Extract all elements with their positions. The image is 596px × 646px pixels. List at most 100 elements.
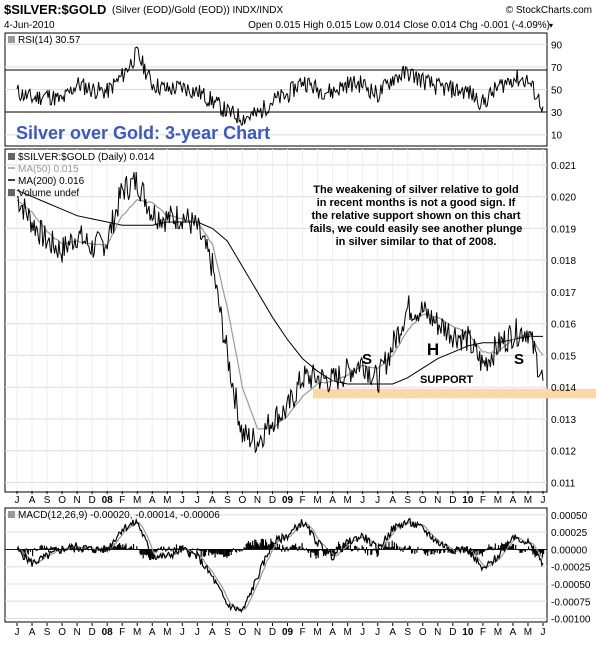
macd-hist-bar [139,549,141,554]
month-label: S [44,495,51,506]
macd-hist-bar [47,548,49,550]
month-label: N [254,495,261,506]
macd-hist-bar [41,545,43,550]
macd-tick-label: -0.00075 [551,597,591,608]
macd-hist-bar [370,549,372,555]
macd-hist-bar [136,546,138,550]
price-legend-main: $SILVER:$GOLD (Daily) 0.014 [18,152,155,163]
macd-hist-bar [167,548,169,550]
macd-hist-bar [322,549,325,557]
macd-hist-bar [520,549,522,553]
macd-hist-bar [239,549,241,552]
macd-hist-bar [127,548,129,550]
macd-hist-bar [374,549,376,551]
rsi-tick-label: 50 [551,86,563,97]
macd-hist-bar [228,549,230,557]
month-label: 10 [462,627,474,638]
macd-hist-bar [241,549,243,552]
macd-hist-bar [360,548,362,550]
macd-hist-bar [480,549,482,554]
macd-hist-bar [478,549,480,555]
price-tick-label: 0.013 [551,415,576,426]
macd-hist-bar [195,549,197,550]
macd-hist-bar [439,549,442,554]
macd-hist-bar [209,549,211,553]
macd-hist-bar [437,549,439,551]
macd-hist-bar [25,548,27,550]
quote-scroll-icon[interactable]: ▾ [549,21,553,30]
macd-hist-bar [96,547,98,550]
price-tick-label: 0.014 [551,383,576,394]
macd-hist-bar [543,549,545,555]
price-legend: $SILVER:$GOLD (Daily) 0.014 MA(50) 0.015… [8,152,155,199]
macd-hist-bar [58,549,61,551]
macd-hist-bar [236,549,238,553]
macd-hist-bar [477,549,479,551]
macd-hist-bar [216,549,218,555]
macd-histogram [17,538,545,561]
macd-hist-bar [382,549,384,550]
macd-hist-bar [161,549,164,551]
macd-hist-bar [362,547,364,550]
macd-hist-bar [433,549,435,555]
macd-hist-bar [88,549,91,550]
macd-hist-bar [411,549,413,554]
macd-hist-bar [51,547,53,550]
macd-hist-bar [27,549,29,555]
macd-hist-bar [114,546,116,550]
macd-hist-bar [190,549,193,551]
macd-hist-bar [484,549,486,552]
macd-hist-bar [424,549,427,555]
macd-hist-bar [536,549,538,556]
macd-hist-bar [221,549,223,555]
macd-hist-bar [516,549,518,550]
macd-hist-bar [166,549,168,551]
macd-hist-bar [79,549,81,551]
macd-hist-bar [421,549,423,551]
macd-hist-bar [199,549,201,551]
macd-hist-bar [344,548,346,550]
source-credit: © StockCharts.com [506,5,592,16]
month-label: F [480,627,486,638]
macd-hist-bar [151,549,153,559]
macd-hist-bar [500,545,502,550]
macd-hist-bar [526,549,529,551]
hs-right-shoulder: S [514,351,524,368]
macd-hist-bar [131,548,134,550]
macd-hist-bar [476,549,478,556]
macd-hist-bar [285,547,287,550]
macd-hist-bar [200,549,202,558]
macd-hist-bar [283,547,285,550]
macd-hist-bar [529,549,531,551]
macd-axis: 0.00050 0.00025 0.00000 -0.00025 -0.00050 -0.… [551,511,591,626]
macd-hist-bar [355,545,357,550]
month-label: J [195,495,200,506]
month-label: O [58,495,66,506]
macd-hist-bar [224,549,226,557]
macd-label: MACD(12,26,9) -0.00020, -0.00014, -0.000… [18,510,220,521]
macd-hist-bar [436,549,438,553]
month-label: F [299,627,305,638]
macd-hist-bar [31,549,33,550]
macd-hist-bar [461,547,463,550]
macd-hist-bar [485,549,487,550]
macd-hist-bar [395,543,398,550]
macd-hist-bar [192,548,194,550]
month-label: D [269,495,276,506]
macd-hist-bar [420,548,422,550]
macd-hist-bar [305,548,307,550]
macd-hist-bar [141,549,143,555]
month-label: 08 [102,495,114,506]
month-label: 10 [462,495,474,506]
month-label: M [494,627,502,638]
macd-hist-bar [447,549,449,553]
rsi-series-line [16,46,544,126]
macd-hist-bar [361,545,363,550]
macd-hist-bar [194,549,196,550]
macd-hist-bar [124,545,126,550]
month-axis-top: J A S O N D 08 F M A M J J A S O N D 09 F M A M J J A S O N D 10 F M A M J [15,491,546,506]
month-label: A [510,627,517,638]
macd-hist-bar [286,546,288,550]
macd-hist-bar [540,549,543,553]
macd-hist-bar [393,542,395,550]
